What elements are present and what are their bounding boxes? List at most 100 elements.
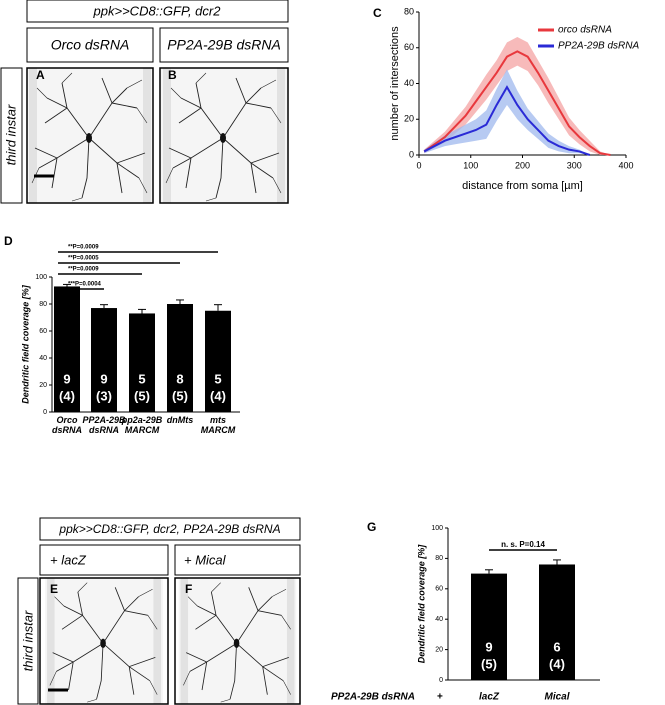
y-tick-label: 0 — [439, 677, 443, 684]
significance-label: ***P=0.0004 — [68, 282, 102, 288]
x-label-box: pp2a-29B MARCM — [121, 415, 163, 435]
micrograph — [44, 578, 164, 704]
significance-label: n. s. P=0.14 — [501, 540, 545, 549]
n-neurons: 9 — [100, 371, 107, 386]
panel-label: B — [168, 68, 177, 82]
n-neurons: 9 — [63, 371, 70, 386]
x-tick-label: Mical — [544, 692, 569, 703]
bar — [129, 313, 155, 412]
image-frame — [174, 577, 301, 705]
bar — [539, 564, 575, 680]
genotype: ppk>>CD8::GFP, dcr2, PP2A-29B dsRNA — [58, 522, 280, 536]
y-tick-label: 80 — [404, 6, 414, 16]
bar — [54, 286, 80, 412]
micrograph — [27, 68, 153, 203]
x-axis-label: distance from soma [µm] — [462, 180, 583, 192]
n-neurons: 5 — [138, 371, 145, 386]
image-frame — [26, 67, 154, 204]
genotype-box — [26, 0, 289, 23]
n-animals: (5) — [134, 388, 150, 403]
column-box — [159, 27, 289, 63]
y-tick-label: 40 — [435, 616, 443, 623]
bar — [167, 304, 193, 412]
panel-label: G — [367, 520, 376, 534]
y-tick-label: 40 — [39, 355, 47, 362]
n-animals: (4) — [59, 388, 75, 403]
x-tick-label: PP2A-29B dsRNA — [82, 415, 126, 435]
row-box — [0, 67, 23, 204]
x-tick-label: 400 — [618, 160, 633, 170]
micrograph — [160, 68, 288, 203]
n-animals: (5) — [172, 388, 188, 403]
image-frame — [39, 577, 169, 705]
y-tick-label: 40 — [404, 78, 414, 88]
row-box — [17, 577, 39, 705]
x-label-box: mts MARCM — [200, 415, 236, 435]
significance-label: **P=0.0009 — [68, 267, 99, 273]
row-label: third instar — [20, 610, 35, 671]
y-tick-label: 80 — [435, 555, 443, 562]
column-label: + lacZ — [50, 552, 87, 567]
column-label: Orco dsRNA — [51, 37, 130, 53]
x-tick-label: Orco dsRNA — [51, 415, 82, 435]
x-tick-label: 100 — [463, 160, 478, 170]
y-axis-label: Dendritic field coverage [%] — [20, 284, 30, 404]
column-label: PP2A-29B dsRNA — [167, 37, 281, 53]
legend-label: orco dsRNA — [558, 25, 612, 36]
genotype: ppk>>CD8::GFP, dcr2 — [93, 3, 222, 18]
image-frame — [159, 67, 289, 204]
y-tick-label: 0 — [43, 409, 47, 416]
y-tick-label: 60 — [39, 328, 47, 335]
panel-label: D — [4, 234, 13, 248]
x-tick-label: mts MARCM — [200, 415, 236, 435]
column-box — [26, 27, 154, 63]
bar — [205, 310, 231, 412]
y-axis-label: number of intersections — [389, 26, 401, 141]
row-label: third instar — [3, 104, 18, 165]
n-neurons: 9 — [485, 639, 492, 654]
row-marker: + — [437, 692, 443, 703]
x-label-box: PP2A-29B dsRNA — [82, 415, 126, 435]
y-tick-label: 60 — [404, 42, 414, 52]
n-animals: (3) — [96, 388, 112, 403]
n-animals: (4) — [210, 388, 226, 403]
y-tick-label: 20 — [435, 646, 443, 653]
column-label: + Mical — [184, 552, 227, 567]
x-tick-label: 0 — [416, 160, 421, 170]
column-box — [39, 544, 169, 576]
n-animals: (4) — [549, 656, 565, 671]
y-tick-label: 60 — [435, 586, 443, 593]
line — [423, 85, 591, 156]
x-tick-label: lacZ — [479, 692, 500, 703]
column-box — [174, 544, 301, 576]
x-label-box: dnMts — [166, 415, 194, 425]
y-tick-label: 80 — [39, 301, 47, 308]
n-neurons: 5 — [214, 371, 221, 386]
bar — [471, 573, 507, 680]
y-tick-label: 20 — [404, 114, 414, 124]
legend-label: PP2A-29B dsRNA — [558, 41, 639, 52]
x-tick-label: pp2a-29B MARCM — [121, 415, 163, 435]
y-axis-label: Dendritic field coverage [%] — [416, 544, 426, 664]
micrograph — [178, 578, 297, 704]
bar — [91, 308, 117, 412]
panel-label: A — [36, 68, 45, 82]
x-tick-label: 300 — [567, 160, 582, 170]
significance-label: **P=0.0009 — [68, 245, 99, 251]
y-tick-label: 20 — [39, 382, 47, 389]
error-band — [424, 37, 611, 155]
x-tick-label: dnMts — [166, 415, 194, 425]
significance-label: **P=0.0005 — [68, 256, 99, 262]
panel-label: E — [50, 582, 58, 596]
x-label-box: Orco dsRNA — [51, 415, 82, 435]
x-tick-label: 200 — [515, 160, 530, 170]
n-neurons: 6 — [553, 639, 560, 654]
y-tick-label: 0 — [409, 149, 414, 159]
y-tick-label: 100 — [431, 525, 443, 532]
n-neurons: 8 — [176, 371, 183, 386]
panel-label: C — [373, 6, 382, 20]
panel-label: F — [185, 582, 192, 596]
y-tick-label: 100 — [35, 274, 47, 281]
